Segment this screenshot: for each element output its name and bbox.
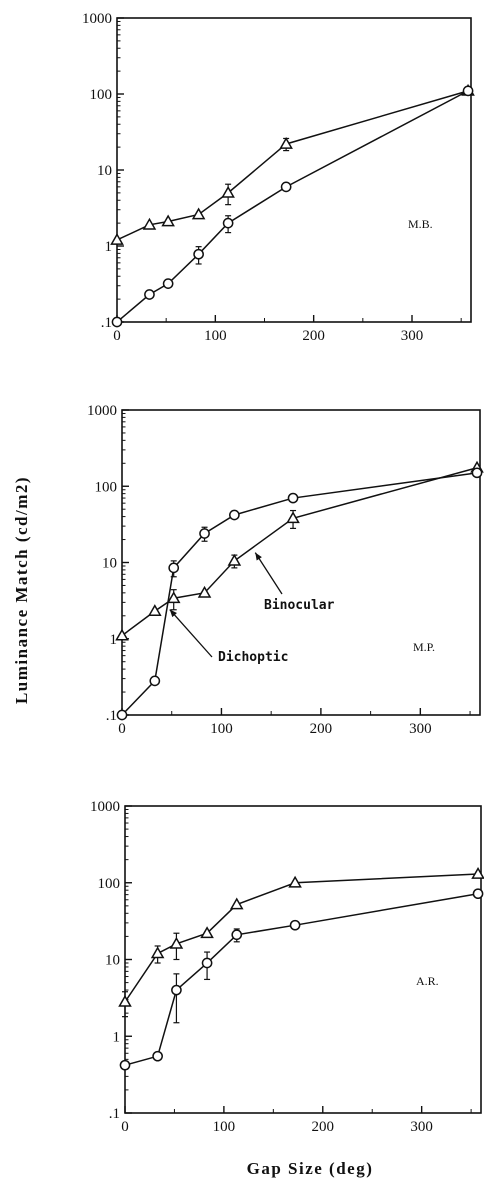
triangle-marker (169, 936, 184, 949)
triangle-marker (227, 553, 242, 566)
series-circle (119, 888, 484, 1071)
circle-marker (287, 492, 299, 504)
y-tick-label: .1 (106, 708, 117, 724)
x-tick-label: 100 (204, 328, 227, 344)
triangle-marker (288, 875, 302, 888)
triangle-marker (115, 628, 129, 641)
triangle-marker (118, 994, 132, 1007)
chart-panel-1: 1000 100 10 1 .10 100 200 300 M.B. (82, 11, 475, 344)
circle-marker (199, 528, 210, 539)
x-tick-label: 0 (118, 721, 126, 737)
triangle-marker (166, 591, 181, 604)
circle-marker (280, 181, 292, 193)
chart-panel-2: 1000 100 10 1 .10 100 200 300 M.P. Binocular Dicho… (87, 403, 484, 737)
annotation-arrow (254, 552, 283, 595)
series-circle (111, 85, 474, 328)
x-tick-label: 300 (401, 328, 424, 344)
chart-panel-3: 1000 100 10 1 .10 100 200 300 A.R. (90, 799, 484, 1135)
plot-frame (121, 409, 481, 716)
y-tick-label: 1 (113, 1029, 121, 1045)
triangle-marker (279, 136, 293, 149)
series-circle (116, 467, 483, 721)
subject-label: M.B. (408, 217, 433, 231)
x-tick-label: 200 (310, 721, 333, 737)
triangle-marker (110, 232, 124, 245)
x-tick-label: 200 (312, 1119, 335, 1135)
circle-marker (171, 984, 182, 996)
triangle-marker (191, 207, 206, 220)
y-tick-label: 1000 (90, 799, 120, 815)
y-tick-label: .1 (109, 1106, 120, 1122)
circle-marker (471, 467, 483, 479)
y-tick-label: .1 (101, 315, 112, 331)
triangle-marker (286, 511, 300, 524)
circle-marker (289, 919, 301, 931)
x-axis-label: Gap Size (deg) (247, 1159, 374, 1178)
circle-marker (144, 289, 155, 300)
triangle-marker (142, 217, 157, 230)
circle-marker (149, 675, 161, 687)
subject-label: A.R. (416, 974, 439, 988)
subject-label: M.P. (413, 640, 435, 654)
arrowhead (169, 609, 177, 618)
circle-marker (119, 1059, 131, 1071)
circle-marker (116, 709, 128, 721)
y-tick-label: 1000 (82, 11, 112, 27)
x-tick-label: 100 (210, 721, 233, 737)
circle-marker (231, 929, 243, 941)
y-tick-label: 100 (98, 876, 121, 892)
circle-marker (222, 217, 234, 229)
triangle-marker (229, 897, 244, 910)
triangle-marker (197, 585, 212, 598)
circle-marker (111, 316, 123, 328)
annotation-label: Binocular (264, 598, 335, 613)
x-tick-label: 300 (410, 1119, 433, 1135)
y-tick-label: 100 (95, 479, 118, 495)
triangle-marker (150, 946, 165, 959)
circle-marker (229, 509, 240, 521)
y-tick-label: 10 (97, 163, 112, 179)
triangle-marker (161, 214, 175, 227)
x-tick-label: 200 (302, 328, 325, 344)
circle-marker (168, 562, 180, 574)
annotation-label: Dichoptic (218, 650, 288, 665)
triangle-marker (471, 866, 484, 879)
x-tick-label: 0 (113, 328, 121, 344)
x-tick-label: 0 (121, 1119, 129, 1135)
y-axis-label: Luminance Match (cd/m2) (12, 476, 31, 704)
y-tick-label: 1000 (87, 403, 117, 419)
x-tick-label: 300 (409, 721, 432, 737)
circle-marker (162, 278, 174, 289)
circle-marker (472, 888, 484, 900)
triangle-marker (200, 926, 214, 939)
triangle-marker (221, 185, 235, 198)
y-tick-label: 100 (90, 87, 113, 103)
circle-marker (193, 248, 204, 260)
arrowhead (255, 552, 262, 561)
circle-marker (152, 1050, 163, 1062)
series-triangle (118, 866, 484, 1018)
y-tick-label: 1 (105, 239, 113, 255)
y-tick-label: 10 (105, 953, 120, 969)
circle-marker (462, 85, 474, 97)
triangle-marker (148, 604, 162, 617)
y-tick-label: 1 (110, 632, 118, 648)
plot-frame (116, 17, 472, 323)
annotation-arrow (169, 609, 213, 658)
x-tick-label: 100 (213, 1119, 236, 1135)
y-tick-label: 10 (102, 556, 117, 572)
circle-marker (201, 957, 213, 969)
